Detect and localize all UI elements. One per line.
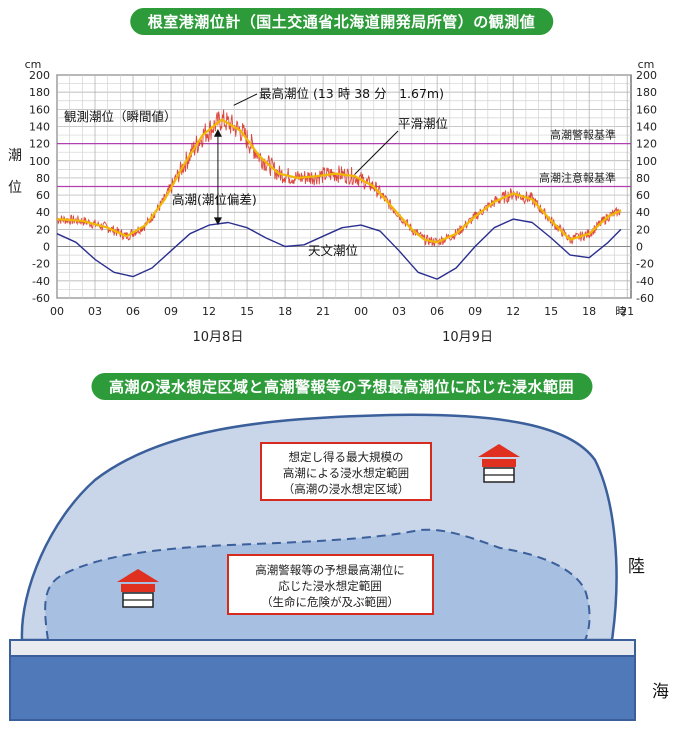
y-axis-label-char: 潮: [8, 148, 22, 164]
chart-annotations: 最高潮位 (13 時 38 分 1.67m) 観測潮位（瞬間値） 平滑潮位高潮(潮位…: [64, 86, 448, 258]
x-tick-label: 09: [164, 305, 178, 318]
box-max-surge: [260, 442, 432, 501]
y-axis-label-char: 位: [8, 180, 22, 196]
x-tick-label: 15: [240, 305, 254, 318]
y-unit-right: cm: [638, 58, 655, 71]
sea-area: [9, 655, 636, 721]
coast-strip: [9, 639, 636, 657]
x-tick-label: 18: [278, 305, 292, 318]
x-tick-label: 15: [544, 305, 558, 318]
y-tick-label-left: 80: [36, 172, 50, 185]
y-tick-label-left: 0: [43, 241, 50, 254]
annotation-max-pointer: [233, 93, 258, 106]
annotation-surge: 高潮(潮位偏差): [172, 192, 257, 207]
y-unit-left: cm: [25, 58, 42, 71]
surge-arrow-head-down: [213, 217, 222, 226]
x-tick-label: 06: [126, 305, 140, 318]
x-tick-label: 18: [582, 305, 596, 318]
y-tick-label-left: 60: [36, 189, 50, 202]
y-tick-label-left: -40: [32, 275, 50, 288]
house-icon: [117, 569, 159, 608]
y-tick-label-left: 20: [36, 223, 50, 236]
box-warning-line-1: 高潮警報等の予想最高潮位に: [255, 563, 405, 577]
x-unit: 時: [615, 305, 626, 318]
date-label: 10月9日: [442, 330, 493, 345]
x-tick-label: 03: [88, 305, 102, 318]
x-tick-label: 00: [50, 305, 64, 318]
y-tick-label-left: 140: [29, 120, 50, 133]
y-tick-label-right: 60: [636, 189, 650, 202]
y-tick-label-right: 120: [636, 138, 657, 151]
annotation-smoothed-pointer: [354, 130, 399, 175]
box-max-surge-line-3: （高潮の浸水想定区域）: [283, 482, 410, 496]
annotation-max-level: 最高潮位 (13 時 38 分 1.67m): [259, 86, 444, 101]
x-tick-label: 03: [392, 305, 406, 318]
x-tick-label: 09: [468, 305, 482, 318]
land-label: 陸: [628, 557, 645, 577]
y-tick-label-left: 160: [29, 103, 50, 116]
y-tick-label-right: 0: [636, 241, 643, 254]
y-tick-label-left: 200: [29, 69, 50, 82]
annotation-astronomical: 天文潮位: [308, 243, 358, 258]
y-tick-label-right: -60: [636, 292, 654, 305]
x-tick-label: 06: [430, 305, 444, 318]
surge-arrow-head-up: [213, 129, 222, 137]
x-tick-label: 00: [354, 305, 368, 318]
series-astronomical-line: [56, 218, 622, 280]
ref-label-advisory: 高潮注意報基準: [539, 171, 616, 185]
box-warning-surge: [227, 554, 434, 615]
box-max-surge-line-2: 高潮による浸水想定範囲: [283, 466, 409, 480]
y-tick-label-left: -60: [32, 292, 50, 305]
y-tick-label-right: 200: [636, 69, 657, 82]
x-tick-label: 21: [316, 305, 330, 318]
y-tick-label-left: 120: [29, 138, 50, 151]
box-max-surge-line-1: 想定し得る最大規模の: [289, 450, 404, 464]
house-icon: [478, 444, 520, 483]
date-label: 10月8日: [193, 330, 244, 345]
annotation-smoothed: 平滑潮位: [398, 116, 448, 131]
y-tick-label-right: 40: [636, 206, 650, 219]
x-tick-label: 12: [506, 305, 520, 318]
box-warning-line-3: （生命に危険が及ぶ範囲）: [261, 595, 399, 609]
y-tick-label-right: 180: [636, 86, 657, 99]
annotation-observed: 観測潮位（瞬間値）: [64, 109, 177, 124]
y-tick-label-left: 100: [29, 155, 50, 168]
y-tick-label-left: 40: [36, 206, 50, 219]
box-warning-line-2: 応じた浸水想定範囲: [278, 579, 382, 593]
section-title: 高潮の浸水想定区域と高潮警報等の予想最高潮位に応じた浸水範囲: [90, 373, 593, 400]
y-tick-label-left: -20: [32, 258, 50, 271]
y-tick-label-right: 160: [636, 103, 657, 116]
ref-label-warning: 高潮警報基準: [550, 128, 616, 142]
y-tick-label-left: 180: [29, 86, 50, 99]
y-tick-label-right: 20: [636, 223, 650, 236]
x-tick-label: 12: [202, 305, 216, 318]
chart-title: 根室港潮位計（国土交通省北海道開発局所管）の観測値: [129, 8, 554, 35]
y-tick-label-right: 80: [636, 172, 650, 185]
sea-label: 海: [652, 682, 669, 702]
chart-series: [56, 109, 622, 280]
y-tick-label-right: 100: [636, 155, 657, 168]
x-tick-label: 21: [620, 305, 634, 318]
y-tick-label-right: -40: [636, 275, 654, 288]
series-smoothed-line: [56, 118, 622, 244]
y-tick-label-right: -20: [636, 258, 654, 271]
inundation-diagram: 想定し得る最大規模の 高潮による浸水想定範囲 （高潮の浸水想定区域） 高潮警報等…: [9, 413, 669, 721]
y-tick-label-right: 140: [636, 120, 657, 133]
